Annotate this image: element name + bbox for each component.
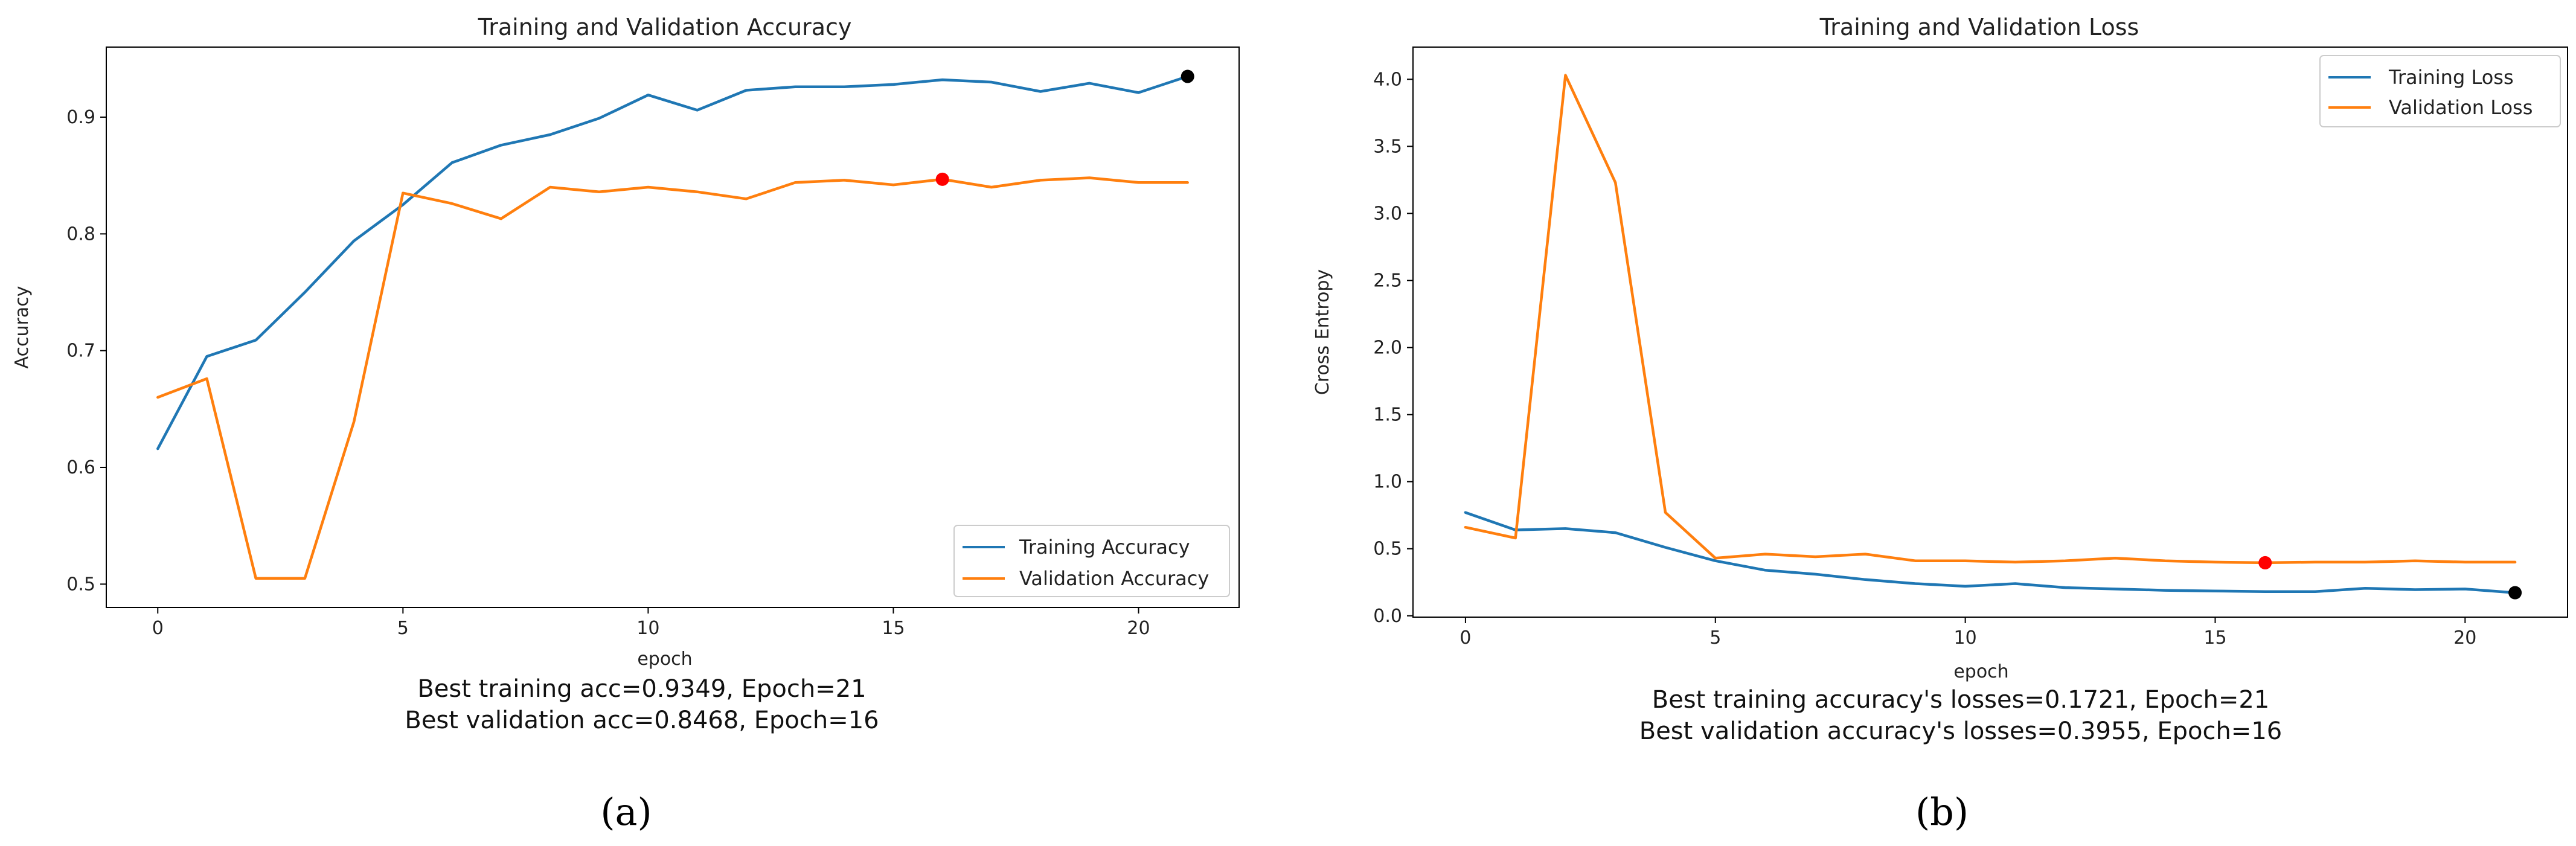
loss-y-tick-label: 3.0 xyxy=(1373,203,1402,224)
loss-plot-frame xyxy=(1412,46,2568,618)
accuracy-x-axis-label: epoch xyxy=(637,649,692,670)
loss-y-tick-label: 0.5 xyxy=(1373,539,1402,560)
loss-legend-box xyxy=(2319,55,2561,127)
accuracy-series-training-line xyxy=(156,75,1189,450)
accuracy-chart: Training and Validation Accuracy 0 5 10 15 2… xyxy=(11,14,1240,834)
loss-y-axis-label: Cross Entropy xyxy=(1312,269,1333,395)
panel-label-a: (a) xyxy=(600,790,652,834)
loss-caption-line-2: Best validation accuracy's losses=0.3955… xyxy=(1639,717,2282,745)
loss-legend-label-validation: Validation Loss xyxy=(2389,96,2533,119)
accuracy-y-tick-label: 0.7 xyxy=(66,341,95,362)
accuracy-x-tick-label: 5 xyxy=(397,618,409,639)
loss-legend-label-training: Training Loss xyxy=(2388,66,2514,89)
accuracy-y-tick-label: 0.8 xyxy=(66,223,95,245)
accuracy-x-tick-label: 15 xyxy=(882,618,905,639)
loss-x-tick-label: 15 xyxy=(2203,627,2226,649)
loss-x-axis-label: epoch xyxy=(1953,661,2008,682)
accuracy-best-validation-marker xyxy=(935,172,949,186)
accuracy-y-tick-label: 0.6 xyxy=(66,457,95,478)
accuracy-y-axis-label: Accuracy xyxy=(11,286,33,369)
loss-caption-line-1: Best training accuracy's losses=0.1721, … xyxy=(1652,686,2270,714)
loss-series-training-line xyxy=(1464,511,2517,594)
loss-x-tick-label: 0 xyxy=(1459,627,1471,649)
loss-x-tick-label: 20 xyxy=(2453,627,2476,649)
loss-best-validation-marker xyxy=(2258,556,2272,569)
accuracy-best-training-marker xyxy=(1181,69,1194,83)
loss-y-tick-label: 3.5 xyxy=(1373,136,1402,157)
panel-label-b: (b) xyxy=(1915,790,1969,834)
loss-chart-title: Training and Validation Loss xyxy=(1819,14,2139,40)
loss-y-tick-label: 1.0 xyxy=(1373,472,1402,493)
accuracy-caption-line-2: Best validation acc=0.8468, Epoch=16 xyxy=(405,707,879,734)
accuracy-legend-label-training: Training Accuracy xyxy=(1019,536,1190,559)
accuracy-y-tick-label: 0.9 xyxy=(66,107,95,128)
accuracy-chart-marks: 0 5 10 15 20 0.5 0.6 0.7 0.8 0.9 xyxy=(66,69,1194,639)
accuracy-legend-box xyxy=(953,525,1230,597)
loss-chart-marks: 0 5 10 15 20 0.0 0.5 1.0 1.5 2.0 2.5 3.0 3.5 4.0 xyxy=(1373,69,2522,649)
accuracy-y-tick-label: 0.5 xyxy=(66,574,95,595)
loss-best-training-marker xyxy=(2508,586,2522,600)
accuracy-series-validation-line xyxy=(156,176,1189,580)
loss-y-tick-label: 2.0 xyxy=(1373,338,1402,359)
accuracy-x-tick-label: 10 xyxy=(636,618,659,639)
loss-y-tick-label: 1.5 xyxy=(1373,405,1402,426)
accuracy-x-tick-label: 20 xyxy=(1127,618,1150,639)
loss-x-tick-label: 10 xyxy=(1954,627,1977,649)
accuracy-legend: Training Accuracy Validation Accuracy xyxy=(953,525,1230,597)
accuracy-caption-line-1: Best training acc=0.9349, Epoch=21 xyxy=(417,675,866,703)
loss-series-validation-line xyxy=(1464,74,2517,565)
accuracy-legend-label-validation: Validation Accuracy xyxy=(1019,567,1209,590)
accuracy-chart-title: Training and Validation Accuracy xyxy=(478,14,852,40)
accuracy-x-tick-label: 0 xyxy=(152,618,164,639)
accuracy-plot-frame xyxy=(106,46,1240,608)
loss-chart: Training and Validation Loss 0 5 10 15 20 0.0… xyxy=(1312,14,2568,834)
loss-y-tick-label: 0.0 xyxy=(1373,606,1402,627)
loss-x-tick-label: 5 xyxy=(1709,627,1721,649)
loss-legend: Training Loss Validation Loss xyxy=(2319,55,2561,127)
loss-y-tick-label: 2.5 xyxy=(1373,270,1402,291)
loss-y-tick-label: 4.0 xyxy=(1373,69,1402,90)
